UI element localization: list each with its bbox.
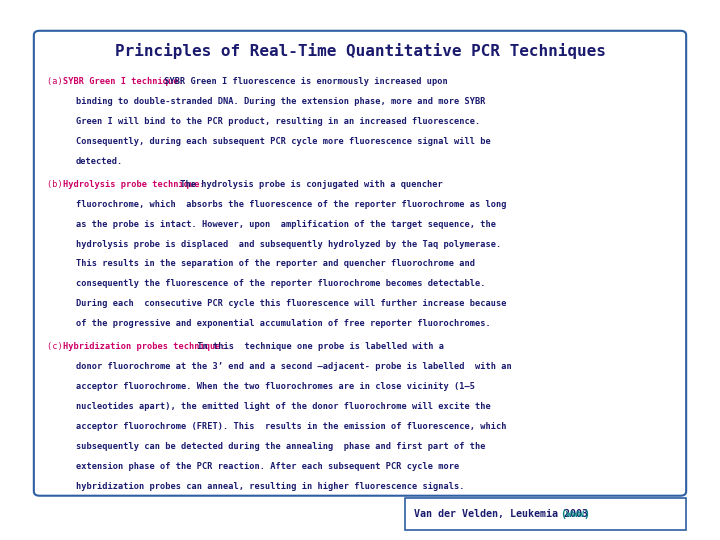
Text: (c): (c): [47, 342, 68, 352]
Text: acceptor fluorochrome (FRET). This  results in the emission of fluorescence, whi: acceptor fluorochrome (FRET). This resul…: [76, 422, 506, 431]
Text: (www): (www): [561, 509, 590, 519]
Text: hydrolysis probe is displaced  and subsequently hydrolyzed by the Taq polymerase: hydrolysis probe is displaced and subseq…: [76, 240, 501, 248]
Text: of the progressive and exponential accumulation of free reporter fluorochromes.: of the progressive and exponential accum…: [76, 320, 490, 328]
Text: as the probe is intact. However, upon  amplification of the target sequence, the: as the probe is intact. However, upon am…: [76, 220, 495, 228]
Text: In this  technique one probe is labelled with a: In this technique one probe is labelled …: [192, 342, 444, 352]
Text: binding to double-stranded DNA. During the extension phase, more and more SYBR: binding to double-stranded DNA. During t…: [76, 97, 485, 106]
Text: Consequently, during each subsequent PCR cycle more fluorescence signal will be: Consequently, during each subsequent PCR…: [76, 137, 490, 146]
Text: subsequently can be detected during the annealing  phase and first part of the: subsequently can be detected during the …: [76, 442, 485, 451]
Text: Green I will bind to the PCR product, resulting in an increased fluorescence.: Green I will bind to the PCR product, re…: [76, 117, 480, 126]
Text: Van der Velden, Leukemia 2003: Van der Velden, Leukemia 2003: [414, 509, 594, 519]
Text: SYBR Green I fluorescence is enormously increased upon: SYBR Green I fluorescence is enormously …: [158, 77, 447, 86]
Text: Hydrolysis probe technique:: Hydrolysis probe technique:: [63, 180, 205, 188]
Text: The hydrolysis probe is conjugated with a quencher: The hydrolysis probe is conjugated with …: [175, 180, 443, 188]
Text: (a): (a): [47, 77, 68, 86]
FancyBboxPatch shape: [405, 498, 686, 530]
Text: This results in the separation of the reporter and quencher fluorochrome and: This results in the separation of the re…: [76, 260, 474, 268]
FancyBboxPatch shape: [34, 31, 686, 496]
Text: fluorochrome, which  absorbs the fluorescence of the reporter fluorochrome as lo: fluorochrome, which absorbs the fluoresc…: [76, 200, 506, 208]
Text: Principles of Real-Time Quantitative PCR Techniques: Principles of Real-Time Quantitative PCR…: [114, 43, 606, 59]
Text: SYBR Green I technique:: SYBR Green I technique:: [63, 77, 184, 86]
Text: (b): (b): [47, 180, 68, 188]
Text: nucleotides apart), the emitted light of the donor fluorochrome will excite the: nucleotides apart), the emitted light of…: [76, 402, 490, 411]
Text: hybridization probes can anneal, resulting in higher fluorescence signals.: hybridization probes can anneal, resulti…: [76, 482, 464, 491]
Text: During each  consecutive PCR cycle this fluorescence will further increase becau: During each consecutive PCR cycle this f…: [76, 300, 506, 308]
Text: consequently the fluorescence of the reporter fluorochrome becomes detectable.: consequently the fluorescence of the rep…: [76, 280, 485, 288]
Text: acceptor fluorochrome. When the two fluorochromes are in close vicinity (1–5: acceptor fluorochrome. When the two fluo…: [76, 382, 474, 392]
Text: extension phase of the PCR reaction. After each subsequent PCR cycle more: extension phase of the PCR reaction. Aft…: [76, 462, 459, 471]
Text: Hybridization probes technique:: Hybridization probes technique:: [63, 342, 226, 352]
Text: donor fluorochrome at the 3’ end and a second –adjacent- probe is labelled  with: donor fluorochrome at the 3’ end and a s…: [76, 362, 511, 372]
Text: detected.: detected.: [76, 157, 123, 166]
